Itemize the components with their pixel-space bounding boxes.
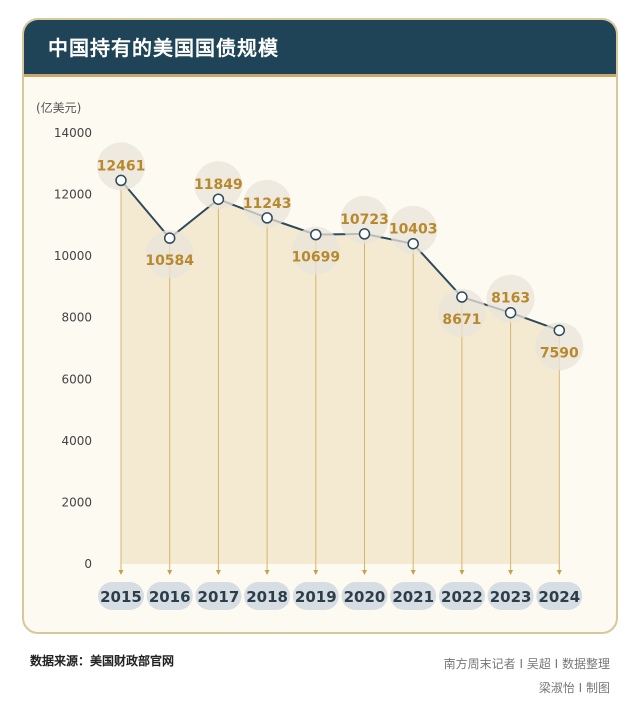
y-tick-label: 0 [84, 557, 92, 571]
label-halo [340, 195, 389, 244]
credits: 南方周末记者 I 吴超 I 数据整理 梁淑怡 I 制图 [444, 652, 610, 700]
drop-arrow [167, 570, 173, 575]
y-tick-label: 6000 [61, 372, 92, 386]
data-label: 8163 [491, 291, 530, 307]
data-label: 10403 [389, 222, 438, 238]
label-halo [243, 179, 292, 228]
label-halo [486, 274, 535, 323]
drop-arrow [215, 570, 221, 575]
drop-arrow [118, 570, 124, 575]
data-label: 7590 [540, 345, 579, 361]
data-point [163, 232, 176, 244]
data-label: 11849 [194, 177, 243, 193]
y-tick-label: 12000 [54, 188, 92, 202]
label-halo [437, 289, 486, 338]
drop-arrow [410, 570, 416, 575]
data-label: 10723 [340, 212, 389, 228]
credit-line-2: 梁淑怡 I 制图 [538, 681, 610, 695]
label-halo [145, 230, 194, 279]
x-tick-label: 2022 [441, 588, 483, 606]
y-tick-label: 2000 [61, 495, 92, 509]
drop-arrow [264, 570, 270, 575]
data-label: 11243 [243, 196, 292, 212]
data-point [212, 193, 225, 205]
x-tick-label: 2016 [149, 588, 191, 606]
data-point [358, 228, 371, 240]
x-tick-label: 2019 [295, 588, 337, 606]
label-halo [97, 142, 145, 191]
x-tick-label: 2023 [490, 588, 532, 606]
label-halo [194, 161, 243, 210]
y-tick-label: 8000 [61, 311, 92, 325]
year-pill [487, 582, 534, 610]
year-pill [438, 582, 485, 610]
series-line [120, 179, 560, 332]
year-pill [146, 582, 193, 610]
year-pill [341, 582, 388, 610]
y-tick-label: 4000 [61, 434, 92, 448]
label-halo [535, 322, 584, 371]
year-pill [195, 582, 242, 610]
data-point [407, 237, 419, 250]
year-pill [390, 582, 437, 610]
data-point [310, 228, 322, 241]
x-tick-label: 2024 [538, 588, 580, 606]
y-tick-label: 10000 [54, 249, 92, 263]
chart-title: 中国持有的美国国债规模 [48, 36, 279, 60]
data-point [553, 324, 566, 337]
x-tick-label: 2018 [246, 588, 288, 606]
year-pill [98, 582, 144, 610]
drop-arrow [459, 570, 465, 575]
data-point [456, 291, 468, 303]
data-point [115, 174, 127, 187]
y-axis-label: (亿美元) [36, 100, 81, 115]
x-tick-label: 2017 [198, 588, 240, 606]
data-point [261, 212, 273, 224]
drop-arrow [556, 570, 562, 575]
data-label: 12461 [97, 158, 146, 174]
data-source: 数据来源：美国财政部官网 [30, 654, 175, 668]
data-label: 8671 [442, 312, 481, 328]
drop-arrow [508, 570, 514, 575]
credit-line-1: 南方周末记者 I 吴超 I 数据整理 [443, 657, 610, 671]
data-point [504, 306, 517, 319]
data-label: 10699 [291, 250, 340, 266]
label-halo [389, 205, 438, 254]
area-fill [121, 180, 560, 564]
y-tick-label: 14000 [54, 126, 92, 140]
data-label: 10584 [145, 253, 194, 269]
header-bar: 中国持有的美国国债规模 [24, 20, 616, 77]
drop-arrow [362, 570, 367, 575]
year-pill [536, 582, 583, 610]
x-tick-label: 2020 [344, 588, 386, 606]
label-halo [291, 226, 340, 275]
year-pill [292, 582, 339, 610]
year-pill [244, 582, 291, 610]
x-tick-label: 2021 [392, 588, 434, 606]
x-tick-label: 2015 [100, 588, 142, 606]
drop-arrow [313, 570, 319, 575]
